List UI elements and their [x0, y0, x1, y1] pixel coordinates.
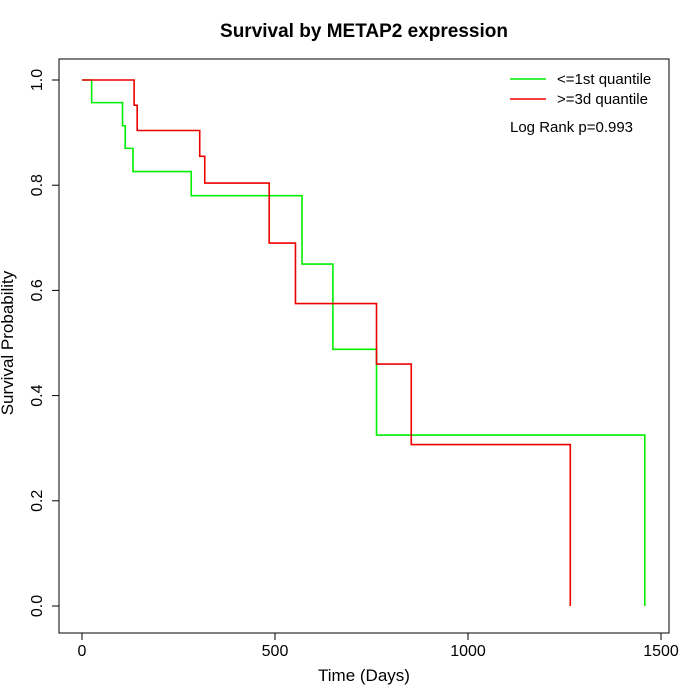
legend-label: <=1st quantile: [557, 71, 651, 88]
x-axis: 0 500 1000 1500: [78, 632, 679, 660]
x-tick-label: 0: [78, 643, 87, 660]
y-axis-label: Survival Probability: [0, 270, 17, 415]
plot-frame: [58, 58, 670, 634]
series-line-1: [82, 79, 572, 606]
log-rank-annotation: Log Rank p=0.993: [510, 119, 633, 136]
x-tick-label: 1000: [450, 643, 486, 660]
y-tick-label: 0.6: [29, 279, 46, 301]
x-tick-label: 500: [262, 643, 289, 660]
y-axis: 0.0 0.2 0.4 0.6 0.8 1.0: [29, 69, 60, 617]
legend-label: >=3d quantile: [557, 91, 648, 108]
y-tick-label: 0.0: [29, 595, 46, 617]
y-tick-label: 0.8: [29, 174, 46, 196]
series-layer: [82, 79, 646, 606]
y-tick-label: 0.4: [29, 384, 46, 406]
series-line-0: [82, 79, 646, 606]
y-tick-label: 0.2: [29, 490, 46, 512]
legend: <=1st quantile >=3d quantile: [510, 71, 651, 108]
x-tick-label: 1500: [643, 643, 679, 660]
chart-title: Survival by METAP2 expression: [220, 21, 508, 42]
y-tick-label: 1.0: [29, 69, 46, 91]
x-axis-label: Time (Days): [318, 666, 410, 685]
